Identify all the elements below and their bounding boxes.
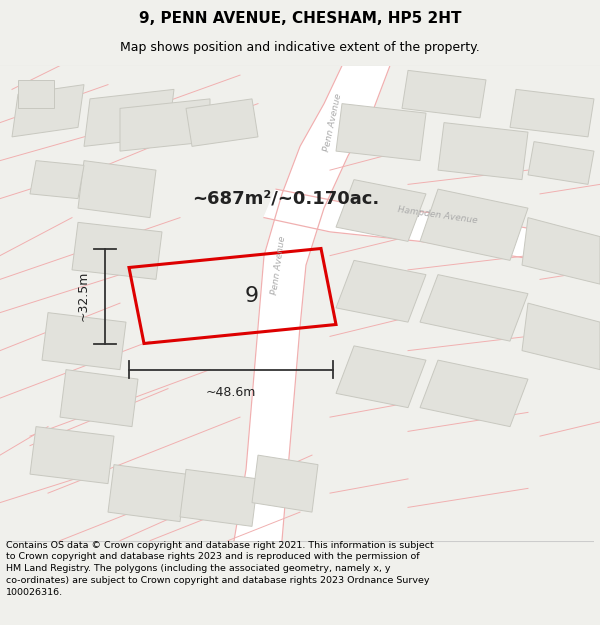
- Polygon shape: [336, 346, 426, 408]
- Polygon shape: [12, 84, 84, 137]
- Polygon shape: [336, 104, 426, 161]
- Polygon shape: [234, 66, 390, 541]
- Polygon shape: [336, 179, 426, 241]
- Polygon shape: [420, 189, 528, 261]
- Text: ~687m²/~0.170ac.: ~687m²/~0.170ac.: [192, 189, 379, 208]
- Polygon shape: [42, 312, 126, 369]
- Polygon shape: [420, 360, 528, 427]
- Polygon shape: [186, 99, 258, 146]
- Polygon shape: [252, 455, 318, 512]
- Text: Map shows position and indicative extent of the property.: Map shows position and indicative extent…: [120, 41, 480, 54]
- Text: Hampden Avenue: Hampden Avenue: [397, 205, 479, 226]
- Text: Penn Avenue: Penn Avenue: [271, 235, 287, 295]
- Polygon shape: [528, 142, 594, 184]
- Polygon shape: [438, 122, 528, 179]
- Text: 9, PENN AVENUE, CHESHAM, HP5 2HT: 9, PENN AVENUE, CHESHAM, HP5 2HT: [139, 11, 461, 26]
- Polygon shape: [522, 303, 600, 369]
- Polygon shape: [18, 80, 54, 108]
- Polygon shape: [336, 261, 426, 322]
- Text: ~32.5m: ~32.5m: [77, 271, 90, 321]
- Polygon shape: [78, 161, 156, 217]
- Polygon shape: [84, 89, 174, 146]
- Text: Penn Avenue: Penn Avenue: [322, 92, 344, 152]
- Polygon shape: [120, 99, 210, 151]
- Polygon shape: [30, 161, 84, 199]
- Polygon shape: [510, 89, 594, 137]
- Polygon shape: [30, 427, 114, 484]
- Polygon shape: [108, 464, 186, 522]
- Polygon shape: [402, 71, 486, 118]
- Text: 9: 9: [245, 286, 259, 306]
- Polygon shape: [72, 222, 162, 279]
- Text: ~48.6m: ~48.6m: [206, 386, 256, 399]
- Polygon shape: [60, 369, 138, 427]
- Text: Contains OS data © Crown copyright and database right 2021. This information is : Contains OS data © Crown copyright and d…: [6, 541, 434, 597]
- Polygon shape: [264, 189, 600, 270]
- Polygon shape: [420, 274, 528, 341]
- Polygon shape: [522, 217, 600, 284]
- Polygon shape: [180, 469, 258, 526]
